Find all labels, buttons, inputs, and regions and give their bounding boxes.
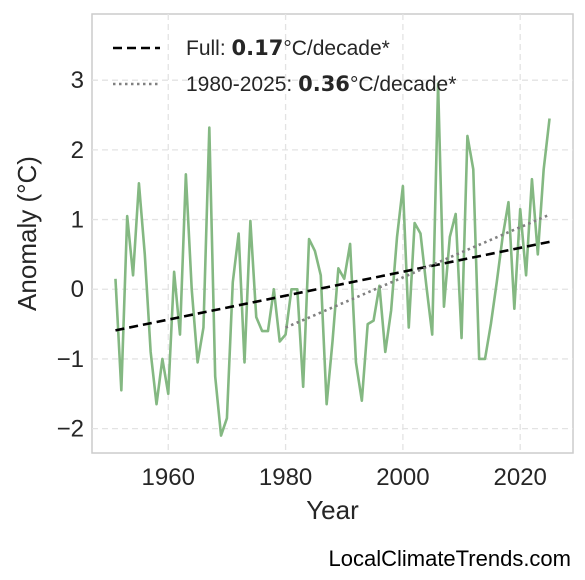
y-tick-label: −2 xyxy=(57,416,84,443)
y-tick-label: −1 xyxy=(57,346,84,373)
legend-label-value: 0.17 xyxy=(232,36,284,60)
plot-frame xyxy=(91,13,574,454)
x-tick-labels: 1960 1980 2000 2020 xyxy=(142,464,547,491)
legend-label-value: 0.36 xyxy=(298,72,350,96)
y-tick-label: 1 xyxy=(71,207,84,234)
trend-layer xyxy=(115,213,551,332)
legend-label-prefix: Full: xyxy=(186,37,232,60)
x-tick-label: 1960 xyxy=(142,464,195,491)
x-tick-label: 1980 xyxy=(259,464,312,491)
x-tick-label: 2020 xyxy=(494,464,547,491)
legend-label-suffix: °C/decade* xyxy=(283,37,389,60)
x-axis-label: Year xyxy=(306,495,359,525)
y-tick-label: 2 xyxy=(71,137,84,164)
legend-label: Full: 0.17°C/decade* xyxy=(186,36,390,60)
legend-label-suffix: °C/decade* xyxy=(350,73,456,96)
grid-lines xyxy=(92,14,573,453)
full-trend-line xyxy=(115,240,550,332)
y-tick-label: 0 xyxy=(71,276,84,303)
series-layer xyxy=(114,82,551,437)
y-tick-labels: −2 −1 0 1 2 3 xyxy=(57,67,84,442)
site-credit: LocalClimateTrends.com xyxy=(328,546,572,571)
legend: Full: 0.17°C/decade*1980-2025: 0.36°C/de… xyxy=(113,36,456,96)
x-tick-label: 2000 xyxy=(376,464,429,491)
y-axis-label: Anomaly (°C) xyxy=(12,156,42,311)
anomaly-series-line xyxy=(114,82,551,437)
legend-label-prefix: 1980-2025: xyxy=(186,73,298,96)
legend-label: 1980-2025: 0.36°C/decade* xyxy=(186,72,456,96)
y-tick-label: 3 xyxy=(71,67,84,94)
